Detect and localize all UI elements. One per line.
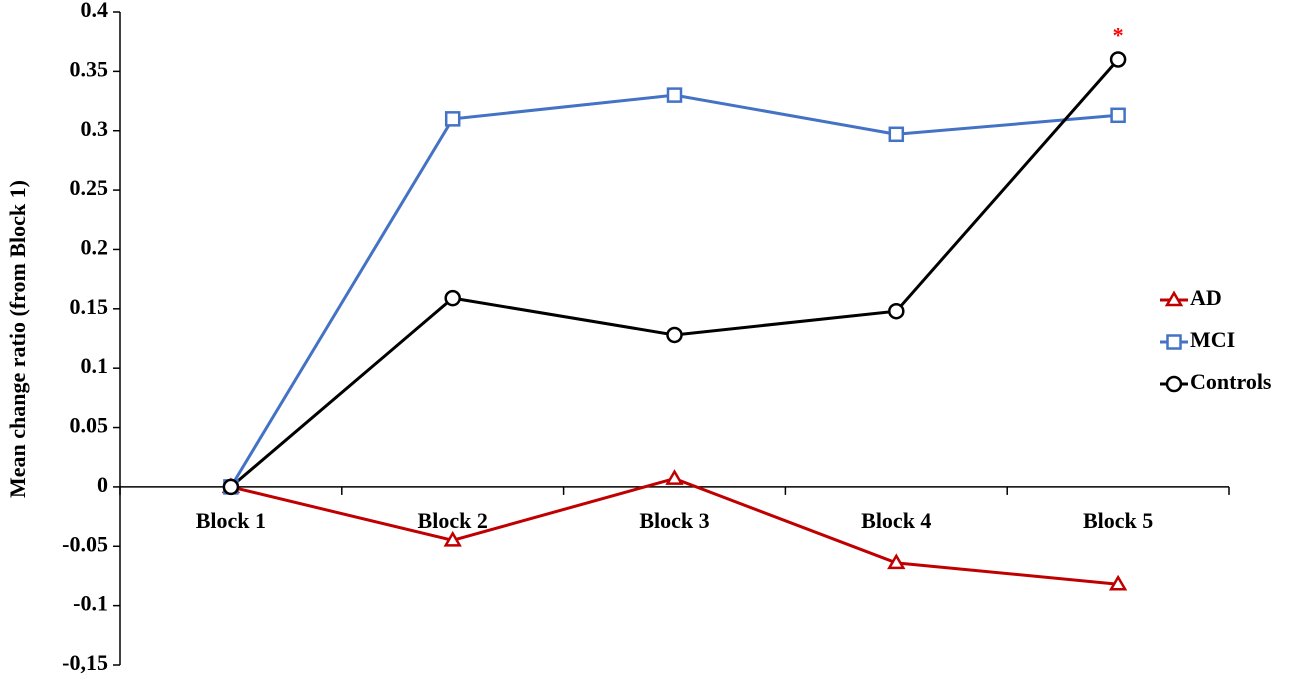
data-point bbox=[888, 302, 905, 320]
x-tick-label: Block 3 bbox=[639, 508, 709, 533]
y-tick-label: 0.2 bbox=[81, 235, 109, 260]
data-point bbox=[444, 289, 461, 307]
legend-marker bbox=[1165, 375, 1183, 393]
x-tick-label: Block 4 bbox=[861, 508, 931, 533]
series-line bbox=[229, 58, 1120, 489]
x-tick-label: Block 5 bbox=[1083, 508, 1153, 533]
legend-label: AD bbox=[1190, 285, 1222, 310]
data-point bbox=[1110, 107, 1126, 124]
series-line bbox=[229, 93, 1119, 488]
y-tick-label: 0.25 bbox=[70, 175, 109, 200]
y-tick-label: 0.15 bbox=[70, 294, 109, 319]
data-point bbox=[443, 530, 462, 547]
x-tick-label: Block 2 bbox=[418, 508, 488, 533]
y-tick-label: 0.4 bbox=[81, 0, 109, 22]
data-point bbox=[1108, 574, 1128, 591]
legend-label: MCI bbox=[1190, 327, 1235, 352]
legend-label: Controls bbox=[1190, 369, 1272, 394]
y-axis-label: Mean change ratio (from Block 1) bbox=[5, 180, 30, 498]
legend-marker bbox=[1164, 290, 1184, 307]
y-tick-label: 0.05 bbox=[70, 413, 109, 438]
annotation: * bbox=[1113, 23, 1124, 48]
x-tick-label: Block 1 bbox=[196, 508, 266, 533]
data-point bbox=[1109, 51, 1127, 68]
legend-marker bbox=[1166, 334, 1182, 350]
data-point bbox=[887, 553, 906, 570]
y-tick-label: -0.05 bbox=[62, 531, 108, 556]
y-tick-label: -0,15 bbox=[62, 650, 108, 675]
y-tick-label: 0 bbox=[97, 472, 108, 497]
data-point bbox=[888, 126, 905, 143]
data-point bbox=[444, 111, 461, 127]
data-point bbox=[666, 326, 683, 344]
data-point bbox=[222, 478, 240, 496]
y-tick-label: 0.1 bbox=[81, 353, 109, 378]
y-tick-label: -0.1 bbox=[73, 591, 108, 616]
data-point bbox=[665, 469, 684, 485]
data-point bbox=[666, 87, 683, 103]
y-tick-label: 0.3 bbox=[81, 116, 109, 141]
y-tick-label: 0.35 bbox=[70, 56, 109, 81]
